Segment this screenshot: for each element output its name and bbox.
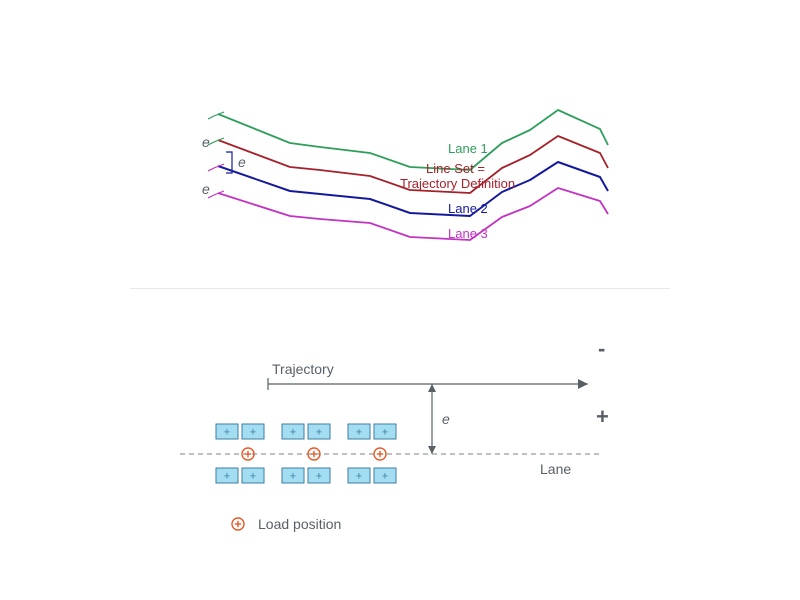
- legend-label: Load position: [258, 516, 341, 532]
- trajectory-label: Trajectory: [272, 361, 334, 377]
- e-label-2: e: [202, 181, 210, 197]
- load-box-plus: +: [316, 471, 322, 483]
- lane2-label: Lane 2: [448, 201, 488, 216]
- load-box-plus: +: [382, 427, 388, 439]
- e-arrow-up: [428, 384, 436, 392]
- load-box-plus: +: [250, 427, 256, 439]
- lane1-label: Lane 1: [448, 141, 488, 156]
- load-box-plus: +: [224, 471, 230, 483]
- plus-sign: +: [596, 404, 609, 429]
- lineset-label-2: Trajectory Definition: [400, 176, 515, 191]
- e-label-0: e: [202, 134, 210, 150]
- e-label-1: e: [238, 154, 246, 170]
- lane-label: Lane: [540, 461, 571, 477]
- section-divider: [130, 288, 670, 289]
- load-box-plus: +: [290, 427, 296, 439]
- e-arrow-down: [428, 446, 436, 454]
- e-label-bottom: e: [442, 411, 450, 427]
- lane3-label: Lane 3: [448, 226, 488, 241]
- load-box-plus: +: [382, 471, 388, 483]
- diagram-canvas: Lane 1 Line Set =Trajectory Definition Lan…: [0, 0, 800, 600]
- load-box-plus: +: [356, 427, 362, 439]
- load-box-plus: +: [224, 427, 230, 439]
- load-box-plus: +: [250, 471, 256, 483]
- load-box-plus: +: [290, 471, 296, 483]
- minus-sign: -: [598, 336, 605, 361]
- load-box-plus: +: [316, 427, 322, 439]
- lineset-label-1: Line Set =: [426, 161, 485, 176]
- trajectory-arrowhead: [578, 379, 588, 389]
- load-box-plus: +: [356, 471, 362, 483]
